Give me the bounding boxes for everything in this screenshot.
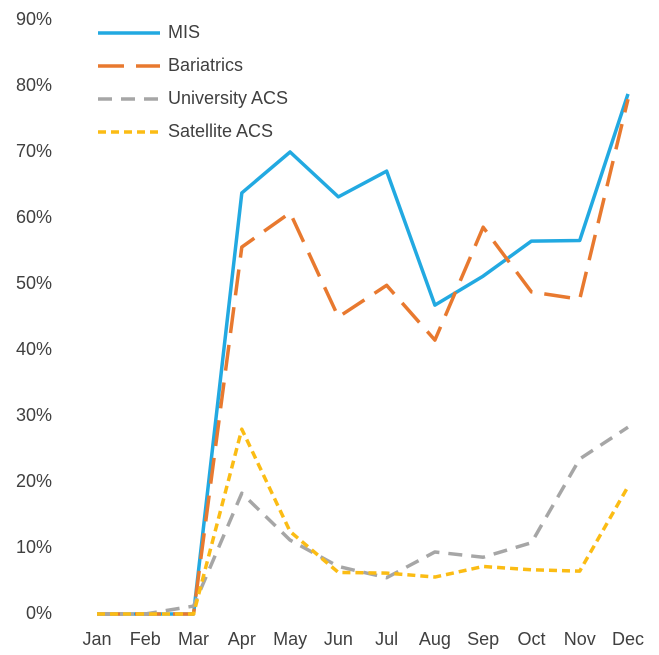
series-line: [97, 98, 630, 616]
legend-label: University ACS: [168, 88, 288, 108]
series-line: [97, 93, 630, 616]
x-tick-label: Mar: [178, 629, 209, 649]
y-tick-label: 70%: [16, 141, 52, 161]
series-line: [97, 425, 629, 616]
x-tick-label: Feb: [130, 629, 161, 649]
x-tick-label: Jul: [375, 629, 398, 649]
y-tick-label: 90%: [16, 9, 52, 29]
series-line: [97, 427, 630, 616]
x-tick-label: Jun: [324, 629, 353, 649]
y-tick-label: 50%: [16, 273, 52, 293]
x-tick-label: Dec: [612, 629, 644, 649]
legend-label: Satellite ACS: [168, 121, 273, 141]
y-tick-label: 30%: [16, 405, 52, 425]
x-tick-label: Nov: [564, 629, 596, 649]
y-tick-label: 0%: [26, 603, 52, 623]
x-tick-label: May: [273, 629, 307, 649]
x-tick-label: Aug: [419, 629, 451, 649]
x-tick-label: Apr: [228, 629, 256, 649]
legend-label: Bariatrics: [168, 55, 243, 75]
legend-label: MIS: [168, 22, 200, 42]
y-tick-label: 40%: [16, 339, 52, 359]
x-tick-label: Oct: [517, 629, 545, 649]
y-tick-label: 80%: [16, 75, 52, 95]
x-tick-label: Jan: [82, 629, 111, 649]
y-tick-label: 60%: [16, 207, 52, 227]
y-tick-label: 10%: [16, 537, 52, 557]
y-tick-label: 20%: [16, 471, 52, 491]
x-tick-label: Sep: [467, 629, 499, 649]
